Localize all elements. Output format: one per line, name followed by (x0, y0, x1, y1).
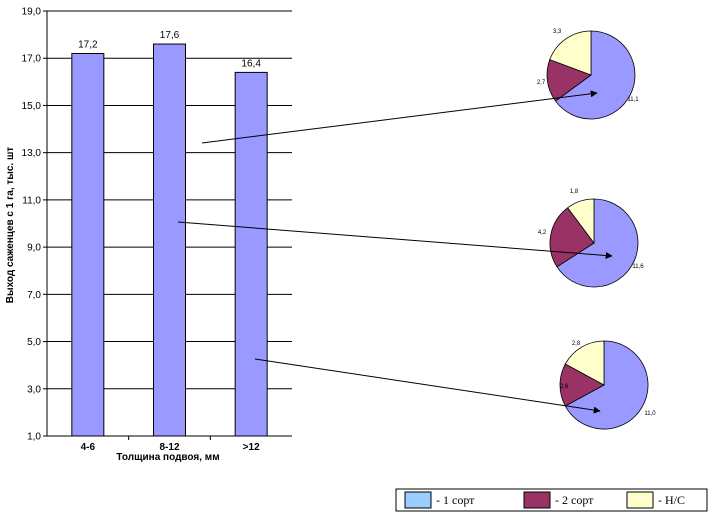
pie-slice (556, 198, 639, 288)
y-tick-label: 11,0 (22, 195, 41, 206)
bar-series: 17,2 17,6 16,4 (71, 30, 268, 437)
pie-slice-label: 11,0 (644, 411, 656, 417)
legend-label: - 1 сорт (436, 493, 475, 507)
y-tick-label: 9,0 (27, 243, 41, 254)
bar (153, 43, 186, 437)
pie-slice (554, 30, 636, 120)
pie-slice-label: 2,8 (572, 341, 581, 347)
legend-swatch (523, 491, 551, 509)
legend: - 1 сорт - 2 сорт - Н/С (395, 488, 708, 512)
y-tick-label: 17,0 (22, 54, 42, 65)
pie-slice-label: 11,1 (627, 97, 639, 103)
y-tick-label: 7,0 (27, 290, 41, 301)
pie-slice (564, 340, 649, 430)
legend-swatch (626, 491, 654, 509)
pie-chart: 11,0 2,6 2,8 (559, 340, 656, 430)
x-axis-title: Толщина подвоя, мм (116, 452, 219, 463)
bar-data-label: 17,6 (160, 30, 180, 41)
pie-slice (549, 30, 592, 76)
connector-arrows (177, 90, 613, 414)
pie-slice-label: 1,8 (570, 189, 579, 195)
pie-chart: 11,6 4,2 1,8 (538, 189, 644, 288)
x-tick-label: 4-6 (81, 442, 96, 453)
legend-item: - Н/С (626, 491, 685, 509)
y-tick-label: 5,0 (27, 337, 41, 348)
bar-data-label: 16,4 (241, 58, 261, 69)
pie-slice-label: 2,6 (560, 384, 569, 390)
bar (234, 71, 268, 437)
pie-slice-label: 3,3 (553, 29, 562, 35)
y-axis-title: Выход саженцев с 1 га, тыс. шт (5, 147, 16, 303)
legend-swatch (404, 491, 432, 509)
y-tick-label: 19,0 (22, 7, 42, 18)
x-tick-label: 8-12 (159, 442, 179, 453)
legend-item: - 1 сорт (404, 491, 475, 509)
pie-charts: 11,1 2,7 3,3 11,6 4,2 1,8 11,0 2,6 2,8 (537, 29, 656, 430)
pie-slice (564, 340, 605, 386)
connector-arrow (254, 358, 601, 414)
y-tick-label: 1,0 (27, 432, 41, 443)
bar-data-label: 17,2 (78, 40, 98, 51)
pie-chart: 11,1 2,7 3,3 (537, 29, 639, 120)
pie-slice-label: 11,6 (632, 264, 644, 270)
x-tick-label: >12 (243, 442, 260, 453)
y-tick-label: 13,0 (22, 148, 42, 159)
legend-item: - 2 сорт (523, 491, 594, 509)
pie-slice-label: 2,7 (537, 80, 546, 86)
y-tick-label: 3,0 (27, 384, 41, 395)
pie-slice (567, 198, 595, 245)
legend-label: - 2 сорт (555, 493, 594, 507)
pie-slice-label: 4,2 (538, 230, 547, 236)
bar (71, 53, 105, 437)
connector-arrow (201, 90, 598, 144)
legend-label: - Н/С (658, 493, 685, 507)
y-tick-label: 15,0 (22, 101, 42, 112)
axes: 1,0 3,0 5,0 7,0 9,0 11,0 13,0 15,0 17,0 19,0 4-6 8-… (22, 7, 292, 453)
connector-arrow (177, 221, 613, 259)
